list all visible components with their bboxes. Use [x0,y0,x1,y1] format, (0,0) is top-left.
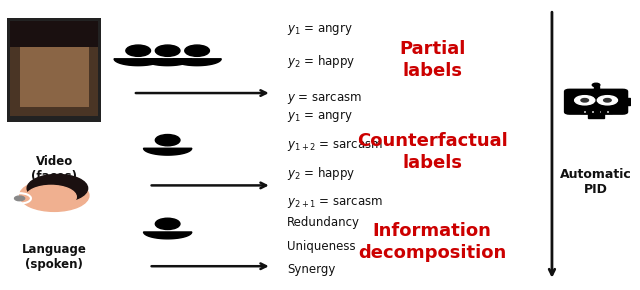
FancyBboxPatch shape [593,86,598,92]
Circle shape [575,96,595,105]
Text: Redundancy: Redundancy [287,216,360,229]
Text: $y$ = sarcasm: $y$ = sarcasm [287,91,362,106]
Text: $y_2$ = happy: $y_2$ = happy [287,53,356,70]
Text: $y_{1+2}$ = sarcasm: $y_{1+2}$ = sarcasm [287,137,383,153]
Circle shape [26,185,76,209]
Circle shape [156,45,180,56]
Polygon shape [143,59,192,66]
FancyBboxPatch shape [591,110,593,113]
FancyBboxPatch shape [623,98,630,105]
FancyBboxPatch shape [598,110,601,113]
FancyBboxPatch shape [564,89,628,114]
Text: Uniqueness: Uniqueness [287,240,356,253]
Circle shape [156,135,180,146]
FancyBboxPatch shape [20,38,89,108]
Text: Synergy: Synergy [287,263,336,276]
Circle shape [592,83,600,87]
Text: $y_1$ = angry: $y_1$ = angry [287,109,353,124]
Text: $y_{2+1}$ = sarcasm: $y_{2+1}$ = sarcasm [287,195,383,210]
FancyBboxPatch shape [7,18,102,122]
Text: $y_2$ = happy: $y_2$ = happy [287,165,356,182]
FancyBboxPatch shape [606,110,609,113]
Text: Information
decomposition: Information decomposition [358,222,506,262]
Polygon shape [143,232,192,239]
Text: Video
(faces): Video (faces) [31,155,77,183]
Circle shape [581,99,589,102]
Circle shape [604,99,611,102]
Circle shape [27,175,88,202]
FancyBboxPatch shape [564,98,572,105]
Text: Partial
labels: Partial labels [399,40,465,80]
FancyBboxPatch shape [10,24,99,116]
Circle shape [126,45,150,56]
Polygon shape [173,59,221,66]
FancyBboxPatch shape [589,113,604,117]
Polygon shape [114,59,163,66]
Polygon shape [143,148,192,155]
Text: Counterfactual
labels: Counterfactual labels [357,132,508,172]
FancyBboxPatch shape [10,21,99,47]
Circle shape [15,196,24,201]
FancyBboxPatch shape [580,109,612,113]
Circle shape [597,96,618,105]
Text: $y_1$ = angry: $y_1$ = angry [287,22,353,37]
Text: Language
(spoken): Language (spoken) [22,243,86,271]
Circle shape [20,180,89,211]
FancyBboxPatch shape [584,110,586,113]
Circle shape [156,218,180,229]
Circle shape [185,45,209,56]
Text: Automatic
PID: Automatic PID [560,168,632,196]
